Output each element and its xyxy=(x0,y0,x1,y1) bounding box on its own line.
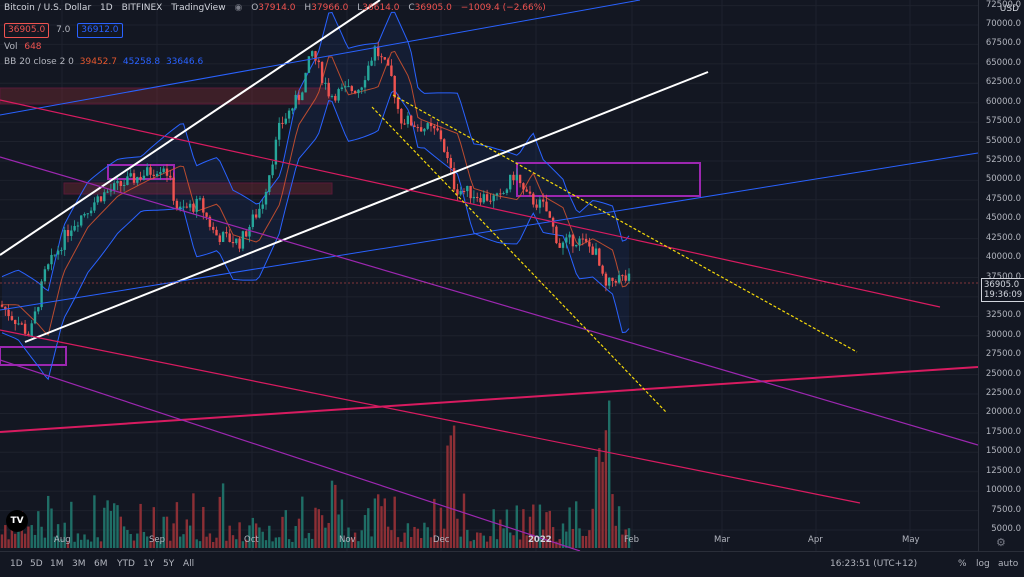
price-tick: 47500.0 xyxy=(985,193,1021,204)
symbol-legend[interactable]: Bitcoin / U.S. Dollar 1D BITFINEX Tradin… xyxy=(4,3,558,13)
settings-icon[interactable]: ⚙ xyxy=(996,536,1006,549)
price-tick: 45000.0 xyxy=(985,213,1021,224)
tradingview-logo[interactable]: TV xyxy=(6,510,28,532)
price-tick: 5000.0 xyxy=(991,524,1021,534)
timeframe-1d[interactable]: 1D xyxy=(10,559,23,569)
price-tick: 40000.0 xyxy=(985,252,1021,263)
auto-toggle[interactable]: auto xyxy=(998,559,1019,569)
timeframe-ytd[interactable]: YTD xyxy=(117,559,135,569)
ask-price[interactable]: 36912.0 xyxy=(77,23,123,38)
price-tick: 15000.0 xyxy=(985,446,1021,457)
bb-legend[interactable]: BB 20 close 2 0 39452.7 45258.8 33646.6 xyxy=(4,57,203,67)
time-tick: Oct xyxy=(244,535,259,545)
change-value: −1009.4 (−2.66%) xyxy=(460,3,546,13)
spread: 7.0 xyxy=(56,25,71,35)
bar-countdown: 19:36:09 xyxy=(984,290,1023,300)
price-tick: 17500.0 xyxy=(985,426,1021,437)
price-tick: 37500.0 xyxy=(985,271,1021,282)
clock[interactable]: 16:23:51 (UTC+12) xyxy=(830,559,918,569)
volume-legend[interactable]: Vol 648 xyxy=(4,42,42,52)
time-tick: Sep xyxy=(149,535,166,545)
price-tick: 42500.0 xyxy=(985,232,1021,243)
price-chart[interactable] xyxy=(0,0,978,551)
price-tick: 10000.0 xyxy=(985,485,1021,496)
bollinger-band-fill xyxy=(2,12,629,380)
chart-grid xyxy=(0,0,978,551)
time-tick: Aug xyxy=(54,535,71,545)
bb-lower: 33646.6 xyxy=(165,57,204,67)
time-tick: Dec xyxy=(433,535,450,545)
bid-price[interactable]: 36905.0 xyxy=(4,23,50,38)
timeframe-1m[interactable]: 1M xyxy=(50,559,64,569)
timeframe-all[interactable]: All xyxy=(183,559,195,569)
log-toggle[interactable]: log xyxy=(976,559,990,569)
price-tick: 32500.0 xyxy=(985,310,1021,321)
price-tick: 27500.0 xyxy=(985,349,1021,360)
time-tick: Mar xyxy=(714,535,731,545)
source: TradingView xyxy=(171,3,226,13)
price-tick: 55000.0 xyxy=(985,135,1021,146)
time-tick: Feb xyxy=(624,535,640,545)
percent-toggle[interactable]: % xyxy=(958,559,967,569)
time-tick: Nov xyxy=(339,535,356,545)
price-tick: 67500.0 xyxy=(985,38,1021,49)
price-tick: 62500.0 xyxy=(985,77,1021,88)
eye-icon[interactable]: ◉ xyxy=(234,3,243,13)
price-tick: 52500.0 xyxy=(985,154,1021,165)
interval: 1D xyxy=(100,3,113,13)
price-tick: 72500.0 xyxy=(985,0,1021,10)
bid-ask: 36905.0 7.0 36912.0 xyxy=(4,23,123,38)
timeframe-6m[interactable]: 6M xyxy=(94,559,108,569)
vol-value: 648 xyxy=(24,42,42,52)
exchange: BITFINEX xyxy=(121,3,163,13)
symbol-name: Bitcoin / U.S. Dollar xyxy=(4,3,92,13)
last-price-tag: 36905.0 19:36:09 xyxy=(981,278,1024,302)
price-tick: 20000.0 xyxy=(985,407,1021,418)
time-tick: Apr xyxy=(808,535,823,545)
price-tick: 7500.0 xyxy=(991,504,1021,515)
timeframe-5y[interactable]: 5Y xyxy=(163,559,175,569)
last-price: 36905.0 xyxy=(984,280,1020,290)
timeframe-1y[interactable]: 1Y xyxy=(143,559,155,569)
price-tick: 50000.0 xyxy=(985,174,1021,185)
price-tick: 25000.0 xyxy=(985,368,1021,379)
trend-lines[interactable] xyxy=(0,0,978,551)
price-axis[interactable]: USD 72500.0 70000.0 67500.0 65000.0 62500.0 6… xyxy=(978,0,1024,551)
bb-basis: 39452.7 xyxy=(79,57,117,67)
price-tick: 30000.0 xyxy=(985,329,1021,340)
timeframe-5d[interactable]: 5D xyxy=(30,559,43,569)
ohlc-values: O37914.0 H37966.0 L36614.0 C36905.0 −100… xyxy=(251,3,546,13)
vol-label: Vol xyxy=(4,42,18,52)
bb-upper: 45258.8 xyxy=(122,57,161,67)
price-tick: 60000.0 xyxy=(985,96,1021,107)
time-tick: May xyxy=(902,535,920,545)
currency-label[interactable]: USD xyxy=(999,4,1019,14)
price-tick: 22500.0 xyxy=(985,388,1021,399)
price-tick: 12500.0 xyxy=(985,465,1021,476)
price-tick: 65000.0 xyxy=(985,57,1021,68)
time-tick: 2022 xyxy=(528,535,552,545)
price-tick: 70000.0 xyxy=(985,19,1021,29)
bb-label: BB 20 close 2 0 xyxy=(4,57,74,67)
bottom-toolbar: 1D 5D 1M 3M 6M YTD 1Y 5Y All 16:23:51 (UTC+12) %… xyxy=(0,551,1024,577)
volume-bars xyxy=(0,400,631,548)
timeframe-3m[interactable]: 3M xyxy=(72,559,86,569)
price-tick: 57500.0 xyxy=(985,116,1021,127)
